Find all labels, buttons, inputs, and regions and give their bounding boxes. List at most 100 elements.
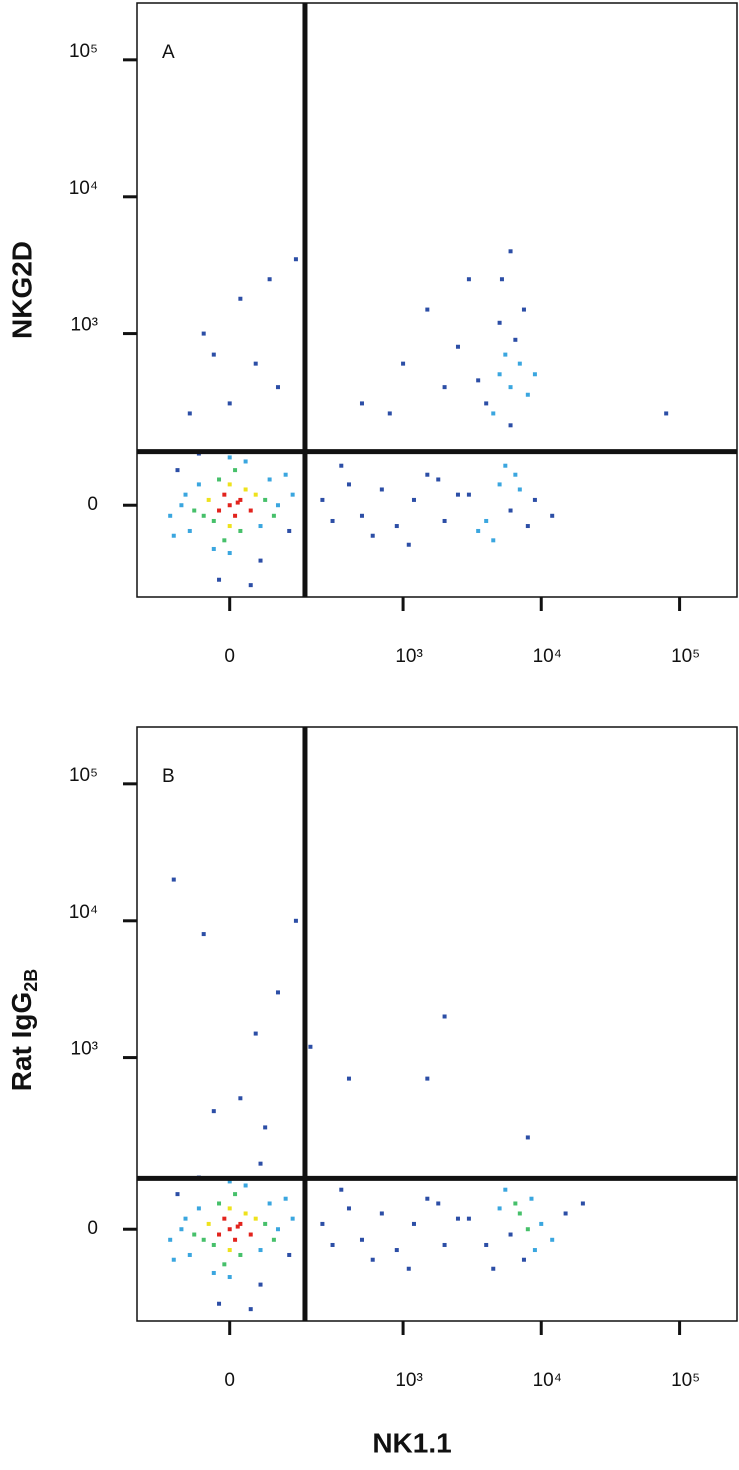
event-point (525, 392, 530, 397)
event-point (258, 558, 263, 563)
event-point (258, 1282, 263, 1287)
event-point (217, 1301, 222, 1306)
event-point (196, 1206, 201, 1211)
event-point (455, 492, 460, 497)
event-point (532, 1248, 537, 1253)
event-point (425, 1076, 430, 1081)
event-point (497, 1206, 502, 1211)
event-point (550, 513, 555, 518)
event-point (411, 497, 416, 502)
event-point (258, 1161, 263, 1166)
event-point (227, 1206, 232, 1211)
event-point (370, 533, 375, 538)
event-point (508, 249, 513, 254)
event-point (227, 503, 232, 508)
event-point (211, 1270, 216, 1275)
event-point (442, 1014, 447, 1019)
event-point (532, 497, 537, 502)
event-point (359, 1237, 364, 1242)
event-point (238, 296, 243, 301)
event-point (346, 1076, 351, 1081)
event-point (503, 352, 508, 357)
event-point (442, 518, 447, 523)
event-point (217, 477, 222, 482)
x-tick-label: 10⁵ (671, 646, 700, 667)
event-point (201, 1237, 206, 1242)
event-point (491, 538, 496, 543)
event-point (222, 538, 227, 543)
event-point (248, 1232, 253, 1237)
event-point (466, 1216, 471, 1221)
event-point (196, 482, 201, 487)
event-point (222, 1216, 227, 1221)
event-point (290, 492, 295, 497)
event-point (235, 500, 240, 505)
event-point (227, 524, 232, 529)
event-point (171, 877, 176, 882)
event-point (201, 513, 206, 518)
event-point (222, 1262, 227, 1267)
event-point (248, 583, 253, 588)
x-axis-title: NK1.1 (372, 1427, 451, 1458)
event-point (183, 492, 188, 497)
event-point (253, 1216, 258, 1221)
event-point (258, 524, 263, 529)
event-point (235, 1224, 240, 1229)
event-point (320, 1221, 325, 1226)
y-axis-title: Rat IgG2B (6, 969, 40, 1092)
event-point (497, 320, 502, 325)
event-point (476, 378, 481, 383)
event-point (491, 1266, 496, 1271)
event-point (233, 513, 238, 518)
event-point (394, 1248, 399, 1253)
event-point (258, 1248, 263, 1253)
event-point (287, 528, 292, 533)
event-point (550, 1237, 555, 1242)
event-point (491, 411, 496, 416)
event-point (484, 1242, 489, 1247)
event-point (243, 1211, 248, 1216)
event-point (253, 361, 258, 366)
event-point (238, 528, 243, 533)
event-point (320, 497, 325, 502)
event-point (168, 513, 173, 518)
event-point (521, 1257, 526, 1262)
event-point (539, 1221, 544, 1226)
event-point (283, 1196, 288, 1201)
event-point (517, 1211, 522, 1216)
event-point (513, 472, 518, 477)
y-axis-title-main: Rat IgG (6, 992, 37, 1092)
event-point (401, 361, 406, 366)
y-tick-label: 0 (87, 1218, 98, 1239)
event-point (508, 508, 513, 513)
x-tick-label: 10⁵ (671, 1370, 700, 1391)
event-point (192, 1232, 197, 1237)
event-point (330, 518, 335, 523)
event-point (211, 546, 216, 551)
event-point (466, 492, 471, 497)
event-point (238, 1252, 243, 1257)
event-point (290, 1216, 295, 1221)
event-point (171, 533, 176, 538)
event-point (532, 372, 537, 377)
event-point (406, 1266, 411, 1271)
event-point (503, 1187, 508, 1192)
y-tick-label: 10³ (71, 1039, 98, 1060)
x-tick-label: 0 (224, 646, 235, 667)
event-point (379, 1211, 384, 1216)
event-point (206, 497, 211, 502)
plot-frame (136, 726, 738, 1322)
event-point (436, 1201, 441, 1206)
event-point (201, 932, 206, 937)
x-tick-label: 10³ (395, 1370, 422, 1391)
event-point (187, 528, 192, 533)
event-point (508, 385, 513, 390)
event-point (394, 524, 399, 529)
event-point (192, 508, 197, 513)
event-point (227, 1275, 232, 1280)
event-point (222, 492, 227, 497)
event-point (283, 472, 288, 477)
event-point (525, 1135, 530, 1140)
